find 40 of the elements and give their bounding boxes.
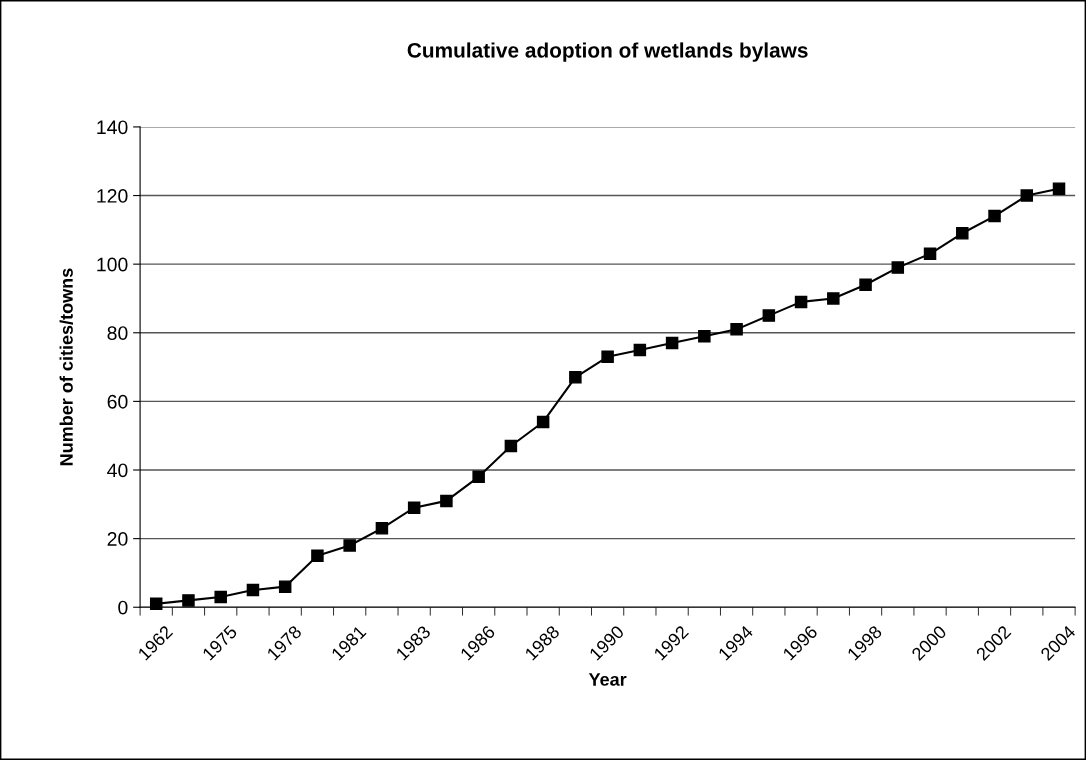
point <box>149 597 163 611</box>
x-axis-title: Year <box>588 673 627 686</box>
y-tick-label: 120 <box>97 189 128 203</box>
point <box>536 415 550 429</box>
point <box>343 539 356 552</box>
point <box>827 292 840 305</box>
chart-title: Cumulative adoption of wetlands bylaws <box>407 42 808 62</box>
point <box>762 309 776 322</box>
point <box>569 371 582 384</box>
point <box>859 278 872 291</box>
y-tick-label: 40 <box>107 463 128 478</box>
point <box>311 549 324 563</box>
y-tick-label: 60 <box>107 394 128 409</box>
point <box>407 501 421 514</box>
point <box>1020 189 1034 202</box>
point <box>182 594 195 607</box>
point <box>278 580 292 593</box>
y-tick-label: 0 <box>118 600 128 615</box>
point <box>891 261 905 274</box>
point <box>794 295 808 309</box>
y-axis-title: Number of cities/towns <box>59 268 74 466</box>
point <box>246 583 260 597</box>
y-tick-label: 20 <box>107 532 128 546</box>
point <box>665 336 679 350</box>
y-tick-label: 100 <box>97 257 128 272</box>
point <box>504 439 518 453</box>
point <box>601 350 614 364</box>
point <box>923 247 937 261</box>
point <box>633 343 647 357</box>
point <box>988 209 1001 223</box>
y-tick-label: 140 <box>97 120 128 135</box>
point <box>440 494 453 508</box>
point <box>1052 182 1066 195</box>
point <box>214 590 227 604</box>
point <box>956 227 969 240</box>
point <box>730 323 743 336</box>
y-tick-label: 80 <box>107 326 128 341</box>
point <box>472 470 485 484</box>
point <box>698 329 711 343</box>
point <box>375 522 389 535</box>
